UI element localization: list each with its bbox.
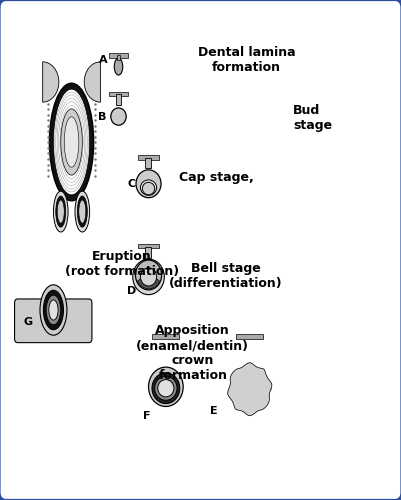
Ellipse shape [64, 117, 79, 167]
Wedge shape [84, 62, 100, 102]
Text: B: B [99, 112, 107, 122]
Text: Eruption
(root formation): Eruption (root formation) [65, 250, 179, 278]
Bar [138, 244, 159, 248]
Ellipse shape [133, 259, 164, 294]
Text: E: E [210, 406, 218, 416]
Text: Bud
stage: Bud stage [293, 104, 332, 132]
FancyBboxPatch shape [14, 299, 92, 343]
Ellipse shape [43, 290, 63, 330]
Ellipse shape [140, 268, 157, 286]
Ellipse shape [142, 182, 155, 195]
Ellipse shape [56, 196, 66, 227]
Ellipse shape [49, 83, 94, 201]
Text: Apposition
(enamel/dentin)
crown
formation: Apposition (enamel/dentin) crown formati… [136, 324, 249, 382]
Polygon shape [228, 363, 272, 416]
Ellipse shape [75, 191, 90, 232]
Ellipse shape [158, 380, 174, 397]
Bar [146, 246, 151, 258]
Bar [152, 334, 179, 338]
Ellipse shape [136, 260, 162, 290]
Ellipse shape [237, 374, 263, 404]
Ellipse shape [152, 373, 180, 404]
Bar [236, 334, 263, 338]
Ellipse shape [53, 89, 90, 195]
Wedge shape [43, 62, 59, 102]
Ellipse shape [57, 200, 64, 223]
Bar [117, 54, 120, 60]
Text: G: G [23, 317, 32, 327]
Bar [109, 92, 128, 96]
Ellipse shape [40, 285, 67, 335]
Ellipse shape [114, 58, 123, 75]
Ellipse shape [77, 196, 87, 227]
Text: Dental lamina
formation: Dental lamina formation [198, 46, 296, 74]
Ellipse shape [155, 376, 177, 400]
Ellipse shape [53, 191, 68, 232]
Ellipse shape [234, 371, 265, 408]
Ellipse shape [136, 170, 161, 198]
Text: H: H [40, 224, 49, 234]
Bar [146, 158, 151, 168]
Ellipse shape [61, 109, 82, 175]
Bar [138, 155, 159, 160]
Text: D: D [128, 286, 137, 296]
Text: A: A [99, 56, 107, 66]
Bar [109, 54, 128, 58]
Ellipse shape [49, 300, 58, 320]
Ellipse shape [46, 295, 61, 325]
Ellipse shape [111, 108, 126, 125]
Text: Bell stage
(differentiation): Bell stage (differentiation) [169, 262, 282, 290]
Ellipse shape [148, 367, 183, 406]
Wedge shape [138, 278, 160, 289]
Text: Cap stage,: Cap stage, [178, 172, 253, 184]
Ellipse shape [140, 180, 157, 196]
Text: F: F [143, 410, 150, 420]
Text: C: C [128, 179, 136, 189]
Bar [116, 94, 121, 105]
Ellipse shape [240, 378, 260, 400]
Ellipse shape [79, 200, 86, 223]
